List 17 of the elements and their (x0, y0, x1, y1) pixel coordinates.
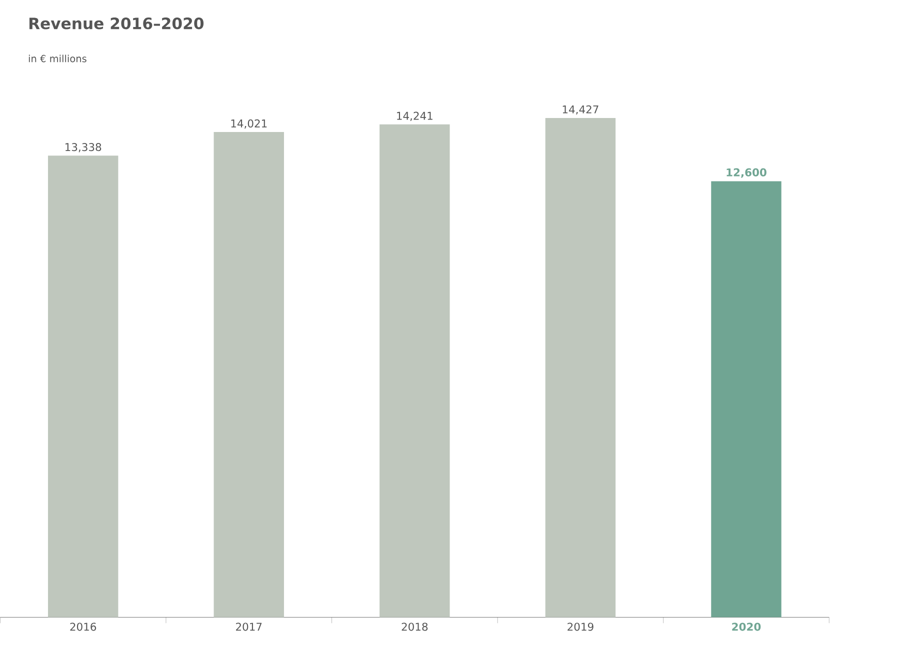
bar (545, 118, 616, 618)
bar (214, 132, 284, 618)
data-label: 14,241 (397, 112, 432, 121)
bar (48, 155, 118, 618)
chart-title: Revenue 2016–2020 (29, 17, 204, 30)
x-tick-label: 2016 (70, 622, 96, 631)
x-tick-label: 2017 (236, 622, 262, 631)
bar (711, 180, 782, 618)
data-label: 14,427 (562, 105, 598, 114)
x-tick-label: 2019 (568, 622, 594, 631)
x-tick-label: 2018 (402, 622, 428, 631)
chart-subtitle: in € millions (28, 54, 86, 62)
bar (380, 124, 450, 618)
data-label: 12,600 (726, 168, 766, 178)
x-tick-label: 2020 (732, 622, 761, 631)
data-label: 13,338 (66, 142, 102, 152)
data-label: 14,021 (231, 119, 267, 128)
